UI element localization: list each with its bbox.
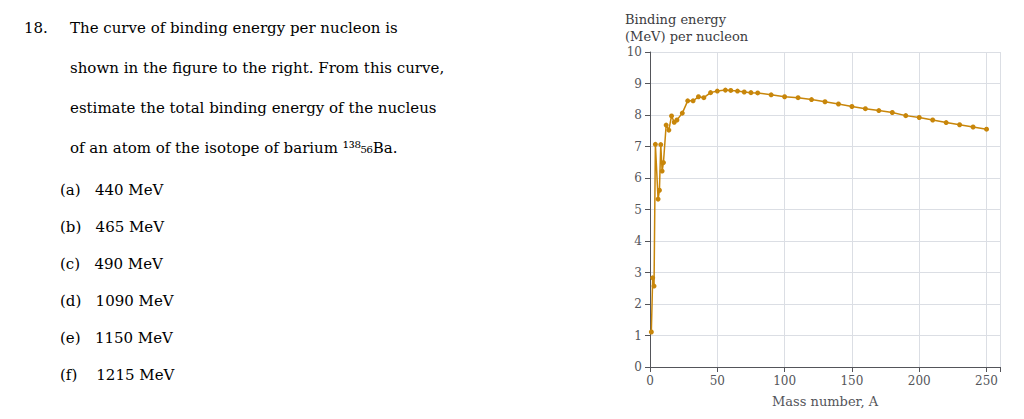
svg-text:4: 4 xyxy=(634,234,642,248)
svg-text:50: 50 xyxy=(710,374,725,388)
svg-text:(e) 1150 MeV: (e) 1150 MeV xyxy=(60,329,174,347)
svg-text:Mass number, A: Mass number, A xyxy=(772,394,879,409)
svg-text:(b) 465 MeV: (b) 465 MeV xyxy=(60,218,165,236)
svg-text:5: 5 xyxy=(634,203,642,217)
svg-text:(a) 440 MeV: (a) 440 MeV xyxy=(60,181,165,199)
svg-text:shown in the figure to the rig: shown in the figure to the right. From t… xyxy=(70,59,444,77)
svg-text:9: 9 xyxy=(634,77,642,91)
svg-text:10: 10 xyxy=(627,45,642,59)
svg-text:1: 1 xyxy=(634,329,642,343)
svg-text:estimate the total binding ene: estimate the total binding energy of the… xyxy=(70,99,437,117)
svg-text:3: 3 xyxy=(634,266,642,280)
svg-text:(f) 1215 MeV: (f) 1215 MeV xyxy=(60,366,176,384)
svg-text:(d) 1090 MeV: (d) 1090 MeV xyxy=(60,292,175,310)
svg-text:The curve of binding energy pe: The curve of binding energy per nucleon … xyxy=(70,19,398,37)
svg-text:6: 6 xyxy=(634,171,642,185)
svg-text:18.: 18. xyxy=(24,19,48,37)
svg-text:150: 150 xyxy=(840,374,863,388)
svg-text:of an atom of the isotope of b: of an atom of the isotope of barium ¹³⁸₅… xyxy=(70,139,398,157)
svg-text:0: 0 xyxy=(646,374,654,388)
svg-text:2: 2 xyxy=(634,297,642,311)
svg-text:250: 250 xyxy=(975,374,998,388)
svg-text:Binding energy: Binding energy xyxy=(625,12,727,27)
svg-text:7: 7 xyxy=(634,140,642,154)
svg-text:(c) 490 MeV: (c) 490 MeV xyxy=(60,255,164,273)
svg-text:8: 8 xyxy=(634,108,642,122)
svg-text:(MeV) per nucleon: (MeV) per nucleon xyxy=(625,29,749,44)
svg-text:100: 100 xyxy=(773,374,796,388)
svg-text:200: 200 xyxy=(908,374,931,388)
svg-text:0: 0 xyxy=(634,360,642,374)
